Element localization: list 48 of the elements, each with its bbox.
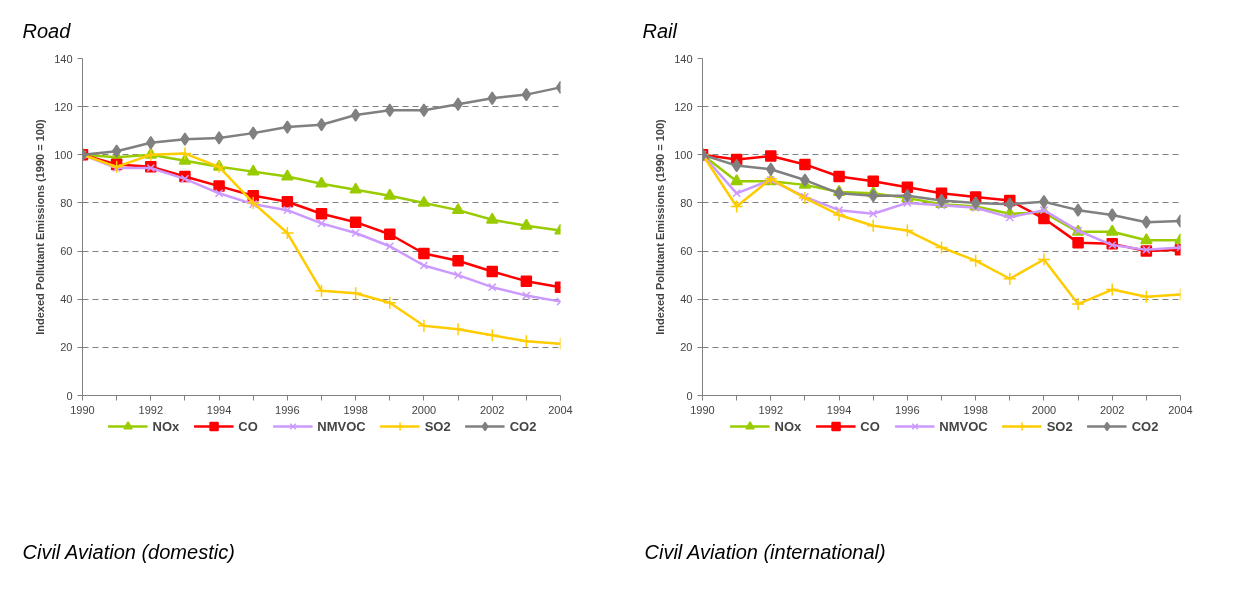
y-tick-label: 60 bbox=[680, 245, 693, 258]
y-tick-label: 20 bbox=[680, 341, 693, 354]
x-tick-label: 1998 bbox=[963, 403, 988, 416]
y-tick-label: 0 bbox=[66, 389, 73, 402]
x-tick-label: 1998 bbox=[343, 403, 368, 416]
y-tick-label: 120 bbox=[674, 100, 693, 113]
x-tick-label: 2002 bbox=[1099, 403, 1125, 416]
y-axis-title: Indexed Pollutant Emissions (1990 = 100) bbox=[654, 118, 667, 335]
legend-label: SO2 bbox=[1046, 418, 1073, 434]
y-tick-label: 100 bbox=[54, 148, 73, 161]
y-tick-label: 80 bbox=[680, 196, 693, 209]
text: Civil Aviation (international) bbox=[644, 540, 886, 563]
x-tick-label: 1996 bbox=[895, 403, 920, 416]
x-tick-label: 2000 bbox=[411, 403, 437, 416]
text: Civil Aviation (domestic) bbox=[22, 540, 235, 563]
x-tick-label: 1992 bbox=[758, 403, 784, 416]
y-tick-label: 40 bbox=[60, 293, 73, 306]
x-tick-label: 2004 bbox=[1168, 403, 1193, 416]
x-tick-label: 1994 bbox=[826, 403, 852, 416]
x-tick-label: 2000 bbox=[1031, 403, 1057, 416]
y-tick-label: 140 bbox=[54, 52, 73, 65]
y-tick-label: 80 bbox=[60, 196, 73, 209]
y-axis-title: Indexed Pollutant Emissions (1990 = 100) bbox=[34, 118, 47, 335]
legend-label: NOx bbox=[774, 418, 802, 434]
chart-title: Rail bbox=[642, 19, 678, 42]
x-tick-label: 1990 bbox=[70, 403, 95, 416]
y-tick-label: 140 bbox=[674, 52, 693, 65]
legend-label: NMVOC bbox=[939, 418, 988, 434]
legend-label: SO2 bbox=[424, 418, 451, 434]
legend-label: CO2 bbox=[1131, 418, 1159, 434]
y-tick-label: 100 bbox=[674, 148, 693, 161]
legend-label: CO bbox=[238, 418, 259, 434]
y-tick-label: 40 bbox=[680, 293, 693, 306]
y-tick-label: 120 bbox=[54, 100, 73, 113]
x-tick-label: 1994 bbox=[206, 403, 232, 416]
legend-label: NMVOC bbox=[317, 418, 366, 434]
legend-label: CO bbox=[860, 418, 881, 434]
x-tick-label: 2002 bbox=[479, 403, 505, 416]
y-tick-label: 60 bbox=[60, 245, 73, 258]
x-tick-label: 2004 bbox=[548, 403, 573, 416]
legend-label: NOx bbox=[152, 418, 180, 434]
y-tick-label: 20 bbox=[60, 341, 73, 354]
legend-label: CO2 bbox=[509, 418, 537, 434]
x-tick-label: 1996 bbox=[275, 403, 300, 416]
x-tick-label: 1992 bbox=[138, 403, 164, 416]
chart-title: Road bbox=[22, 19, 72, 42]
y-tick-label: 0 bbox=[686, 389, 693, 402]
x-tick-label: 1990 bbox=[690, 403, 715, 416]
